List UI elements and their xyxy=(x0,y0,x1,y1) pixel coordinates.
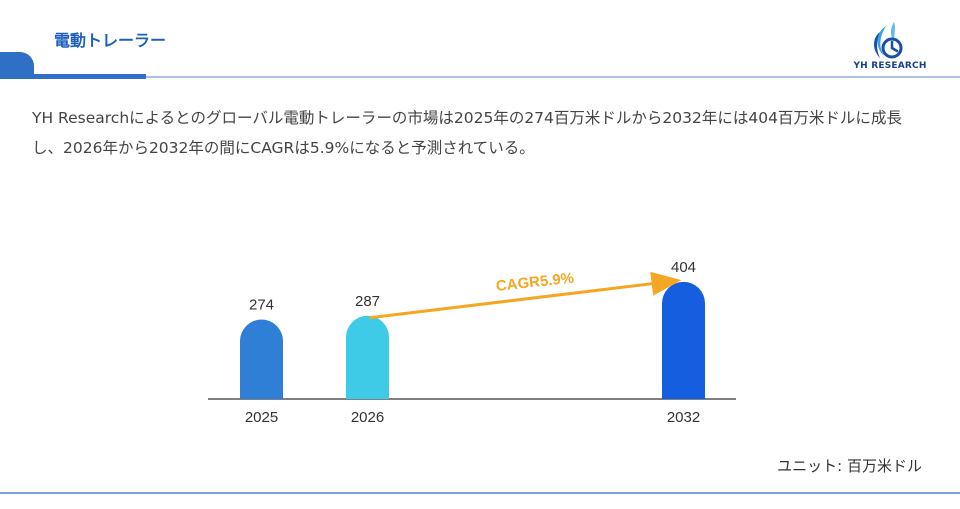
value-label-2026: 287 xyxy=(355,293,380,310)
header-title: 電動トレーラー xyxy=(54,31,167,50)
category-label-2025: 2025 xyxy=(245,409,278,426)
header-divider-light xyxy=(146,76,960,78)
bar-2032 xyxy=(662,281,705,399)
bar-2026 xyxy=(346,315,389,399)
category-label-2032: 2032 xyxy=(667,409,700,426)
value-label-2025: 274 xyxy=(249,297,274,314)
yh-research-logo-icon xyxy=(874,22,903,59)
value-label-2032: 404 xyxy=(671,259,696,276)
logo-text: YH RESEARCH xyxy=(853,61,927,71)
header-tab-accent xyxy=(0,52,34,78)
unit-label: ユニット: 百万米ドル xyxy=(777,457,922,475)
category-label-2026: 2026 xyxy=(351,409,384,426)
bar-2025 xyxy=(240,319,283,399)
cagr-label: CAGR5.9% xyxy=(495,270,575,295)
market-description: YH Researchによるとのグローバル電動トレーラーの市場は2025年の27… xyxy=(32,109,902,157)
footer-divider xyxy=(0,492,960,494)
cagr-arrow xyxy=(369,271,682,320)
header-divider-dark xyxy=(0,74,146,79)
